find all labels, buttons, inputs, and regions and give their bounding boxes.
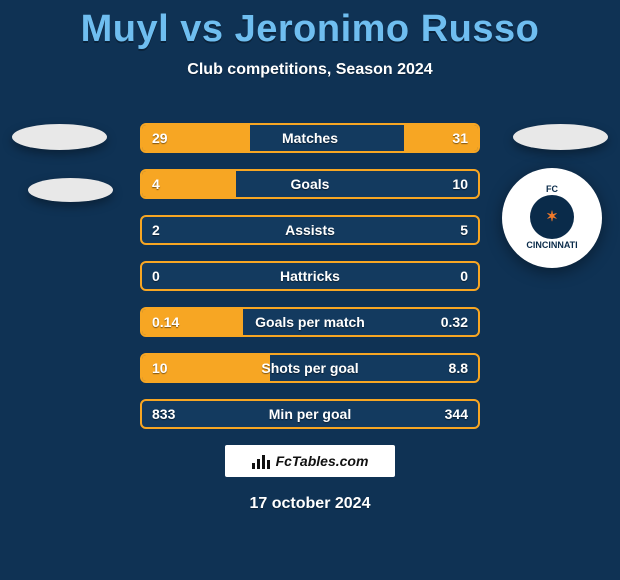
team-badge-icon: ✶ [530,195,574,239]
stat-value-right: 10 [452,176,468,192]
stat-label: Goals per match [142,314,478,330]
comparison-title: Muyl vs Jeronimo Russo [0,0,620,51]
player-left-photo-placeholder [12,124,107,150]
stat-row: 4Goals10 [140,169,480,199]
team-logo-bottom: CINCINNATI [526,241,577,251]
stat-value-right: 0 [460,268,468,284]
stat-value-right: 0.32 [441,314,468,330]
stat-value-right: 5 [460,222,468,238]
stat-label: Assists [142,222,478,238]
date-text: 17 october 2024 [0,495,620,513]
stat-label: Min per goal [142,406,478,422]
brand-badge: FcTables.com [225,445,395,477]
stat-label: Hattricks [142,268,478,284]
stat-row: 2Assists5 [140,215,480,245]
stat-row: 0.14Goals per match0.32 [140,307,480,337]
player-right-team-logo: FC ✶ CINCINNATI [502,168,602,268]
comparison-subtitle: Club competitions, Season 2024 [0,61,620,79]
player-right-photo-placeholder [513,124,608,150]
stat-label: Matches [142,130,478,146]
stat-label: Shots per goal [142,360,478,376]
stat-row: 833Min per goal344 [140,399,480,429]
bar-chart-icon [252,453,270,469]
player-left-logo-placeholder [28,178,113,202]
stats-container: 29Matches314Goals102Assists50Hattricks00… [140,123,480,429]
stat-value-right: 8.8 [449,360,468,376]
stat-value-right: 344 [445,406,468,422]
stat-value-right: 31 [452,130,468,146]
stat-label: Goals [142,176,478,192]
brand-text: FcTables.com [276,453,369,469]
stat-row: 10Shots per goal8.8 [140,353,480,383]
stat-row: 29Matches31 [140,123,480,153]
stat-row: 0Hattricks0 [140,261,480,291]
team-logo-top: FC [526,185,577,195]
